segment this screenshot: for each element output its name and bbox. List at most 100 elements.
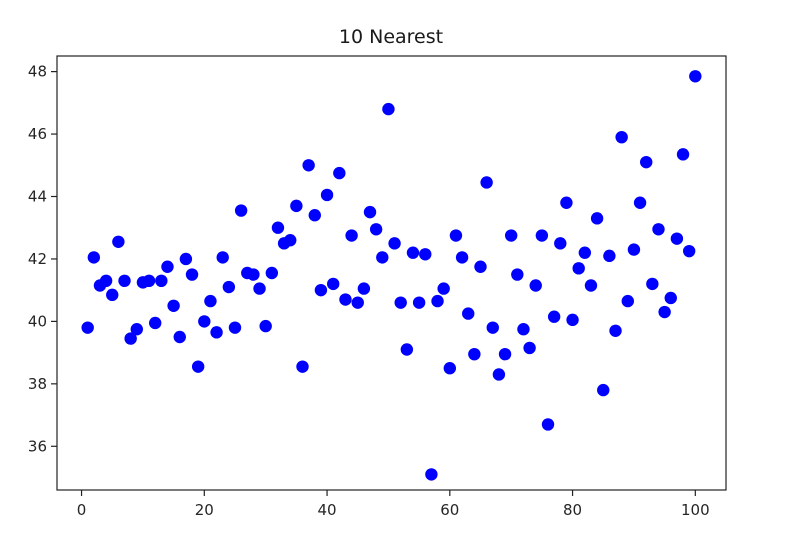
- data-point: [179, 252, 193, 266]
- data-point: [253, 282, 266, 295]
- data-point: [431, 294, 444, 308]
- data-point: [142, 274, 156, 288]
- data-point: [511, 268, 524, 281]
- x-tick-label: 0: [77, 501, 87, 519]
- data-point: [689, 70, 702, 83]
- data-point: [523, 341, 536, 355]
- data-point: [234, 204, 248, 217]
- data-point: [597, 383, 610, 397]
- y-tick-label: 42: [28, 250, 47, 268]
- data-point: [161, 260, 174, 273]
- data-point: [682, 244, 696, 258]
- data-point: [81, 321, 94, 334]
- data-point: [345, 229, 358, 242]
- data-point: [314, 283, 328, 297]
- data-point: [106, 288, 119, 302]
- data-point: [394, 296, 407, 309]
- data-point: [118, 274, 131, 288]
- data-point: [149, 316, 162, 330]
- data-point: [198, 315, 211, 328]
- data-point: [658, 305, 671, 319]
- data-point: [167, 299, 180, 312]
- data-point: [363, 205, 377, 219]
- data-points: [81, 70, 702, 481]
- data-point: [529, 279, 542, 292]
- data-point: [400, 343, 414, 356]
- data-point: [308, 209, 321, 222]
- data-point: [437, 282, 450, 295]
- data-point: [326, 277, 340, 291]
- plot-frame: [56, 55, 727, 491]
- data-point: [382, 102, 395, 116]
- data-point: [216, 251, 229, 264]
- data-point: [633, 196, 647, 209]
- data-point: [468, 347, 481, 361]
- y-tick-label: 48: [28, 63, 47, 81]
- y-tick-label: 38: [28, 375, 47, 393]
- data-point: [627, 243, 641, 256]
- data-point: [191, 360, 205, 373]
- y-axis: 36 38 40 42 44 46 48: [28, 63, 57, 455]
- data-point: [455, 251, 469, 264]
- data-point: [676, 148, 690, 161]
- data-point: [302, 159, 315, 172]
- data-point: [498, 347, 512, 361]
- data-point: [357, 282, 371, 295]
- data-point: [112, 235, 125, 248]
- data-point: [566, 313, 579, 327]
- data-point: [547, 310, 561, 323]
- data-point: [670, 232, 684, 245]
- data-point: [449, 229, 463, 242]
- data-point: [412, 296, 426, 309]
- x-tick-label: 100: [681, 501, 710, 519]
- data-point: [351, 296, 364, 309]
- data-point: [603, 249, 616, 263]
- data-point: [388, 237, 401, 250]
- data-point: [87, 251, 101, 264]
- data-point: [284, 234, 297, 247]
- data-point: [560, 196, 573, 209]
- data-point: [615, 130, 628, 144]
- data-point: [443, 362, 457, 375]
- data-point: [609, 324, 622, 337]
- data-point: [425, 468, 438, 481]
- data-point: [640, 155, 653, 169]
- data-point: [185, 268, 199, 281]
- data-point: [554, 237, 567, 250]
- chart-title: 10 Nearest: [339, 26, 443, 48]
- data-point: [486, 321, 499, 334]
- data-point: [578, 246, 592, 259]
- data-point: [339, 293, 352, 306]
- x-axis: 0 20 40 60 80 100: [77, 490, 710, 519]
- data-point: [369, 223, 383, 236]
- data-point: [535, 229, 549, 242]
- data-point: [259, 319, 272, 333]
- x-tick-label: 60: [440, 501, 459, 519]
- data-point: [204, 294, 217, 308]
- data-point: [504, 229, 518, 242]
- data-point: [572, 262, 585, 275]
- data-point: [517, 323, 530, 336]
- data-point: [130, 323, 143, 336]
- data-point: [406, 246, 420, 259]
- data-point: [247, 268, 260, 281]
- data-point: [265, 266, 279, 280]
- data-point: [222, 280, 236, 294]
- data-point: [290, 199, 303, 213]
- data-point: [492, 368, 506, 381]
- data-point: [99, 274, 113, 288]
- data-point: [271, 221, 285, 234]
- data-point: [541, 418, 555, 431]
- data-point: [333, 166, 346, 180]
- x-tick-label: 80: [563, 501, 582, 519]
- y-tick-label: 40: [28, 312, 47, 330]
- y-tick-label: 44: [28, 188, 47, 206]
- data-point: [376, 251, 389, 264]
- y-tick-label: 36: [28, 437, 47, 455]
- data-point: [296, 360, 309, 373]
- data-point: [173, 330, 186, 344]
- data-point: [590, 212, 604, 225]
- data-point: [474, 260, 487, 273]
- x-tick-label: 40: [318, 501, 337, 519]
